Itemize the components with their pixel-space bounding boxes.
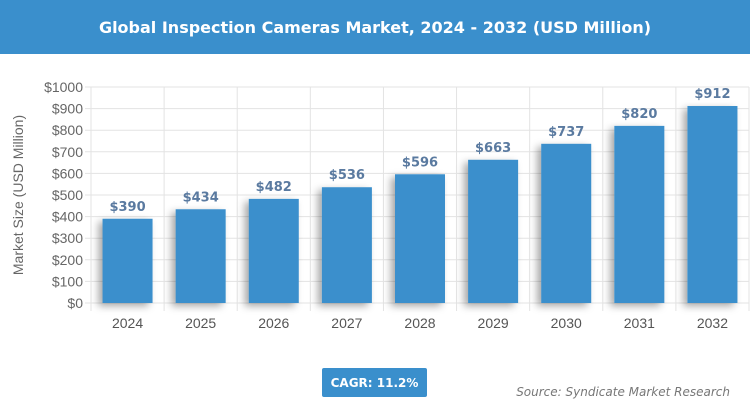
y-axis-label: Market Size (USD Million)	[10, 115, 26, 275]
bar-2026	[248, 198, 299, 303]
y-tick-label: $500	[52, 187, 83, 203]
data-label: $820	[621, 107, 657, 122]
bar-2029	[468, 159, 519, 303]
bar-2025	[175, 209, 226, 303]
y-tick-label: $1000	[44, 79, 83, 95]
x-tick-label: 2028	[404, 315, 435, 331]
y-tick-label: $600	[52, 165, 83, 181]
x-tick-label: 2029	[478, 315, 509, 331]
data-label: $663	[475, 141, 511, 156]
bar-2027	[321, 187, 372, 303]
x-tick-label: 2024	[112, 315, 143, 331]
bar-2032	[687, 106, 738, 304]
data-label: $434	[183, 190, 219, 205]
source-note: Source: Syndicate Market Research	[516, 385, 730, 399]
x-tick-label: 2025	[185, 315, 216, 331]
data-label: $737	[548, 125, 584, 140]
y-tick-label: $700	[52, 144, 83, 160]
bar-2030	[541, 143, 592, 303]
y-tick-label: $900	[52, 101, 83, 117]
data-label: $390	[109, 200, 145, 215]
y-tick-label: $800	[52, 122, 83, 138]
data-label: $912	[694, 87, 730, 102]
x-tick-label: 2030	[551, 315, 582, 331]
chart-title: Global Inspection Cameras Market, 2024 -…	[0, 0, 750, 54]
y-tick-label: $300	[52, 230, 83, 246]
x-tick-label: 2031	[624, 315, 655, 331]
data-label: $482	[256, 180, 292, 195]
bar-2024	[102, 218, 153, 303]
y-tick-label: $200	[52, 252, 83, 268]
bar-2028	[395, 174, 445, 303]
x-tick-label: 2027	[331, 315, 362, 331]
bar-2031	[614, 125, 665, 303]
data-label: $536	[329, 168, 365, 183]
y-tick-label: $0	[67, 295, 83, 311]
x-tick-label: 2032	[697, 315, 728, 331]
y-tick-label: $400	[52, 209, 83, 225]
data-label: $596	[402, 155, 438, 170]
y-tick-label: $100	[52, 273, 83, 289]
cagr-badge: CAGR: 11.2%	[322, 368, 427, 397]
x-tick-label: 2026	[258, 315, 289, 331]
